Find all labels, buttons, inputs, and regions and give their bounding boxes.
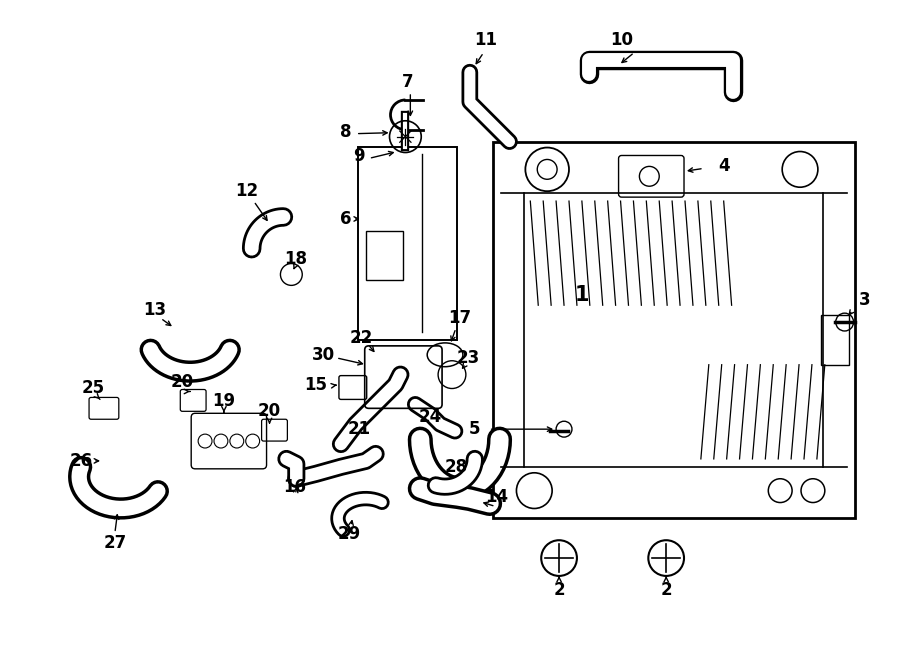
Text: 22: 22 xyxy=(349,329,373,347)
Bar xyxy=(821,315,849,365)
Text: 9: 9 xyxy=(353,147,364,165)
Text: 2: 2 xyxy=(661,581,672,599)
Bar xyxy=(365,231,403,280)
Text: 1: 1 xyxy=(574,286,590,305)
Text: 5: 5 xyxy=(469,420,481,438)
Text: 16: 16 xyxy=(283,478,306,496)
Text: 10: 10 xyxy=(610,32,633,50)
Text: 24: 24 xyxy=(418,408,442,426)
Bar xyxy=(358,147,457,340)
Text: 7: 7 xyxy=(401,73,413,91)
Text: 8: 8 xyxy=(340,123,352,141)
Text: 20: 20 xyxy=(171,373,194,391)
Text: 26: 26 xyxy=(69,452,93,470)
Text: 12: 12 xyxy=(235,182,258,200)
Text: 6: 6 xyxy=(340,210,352,228)
Text: 11: 11 xyxy=(474,32,497,50)
Text: 17: 17 xyxy=(448,309,472,327)
Text: 27: 27 xyxy=(104,534,127,552)
Text: 25: 25 xyxy=(82,379,104,397)
Text: 2: 2 xyxy=(554,581,565,599)
Text: 4: 4 xyxy=(718,157,730,175)
Text: 21: 21 xyxy=(347,420,370,438)
Text: 28: 28 xyxy=(445,458,467,476)
Text: 3: 3 xyxy=(859,292,870,309)
Text: 18: 18 xyxy=(284,250,307,268)
Text: 15: 15 xyxy=(304,375,328,393)
Text: 20: 20 xyxy=(258,403,281,420)
Text: 23: 23 xyxy=(456,349,480,367)
Bar xyxy=(492,141,855,518)
Text: 14: 14 xyxy=(485,488,508,506)
Text: 19: 19 xyxy=(212,393,236,410)
Text: 29: 29 xyxy=(338,525,361,543)
Text: 30: 30 xyxy=(311,346,335,364)
Text: 13: 13 xyxy=(143,301,166,319)
